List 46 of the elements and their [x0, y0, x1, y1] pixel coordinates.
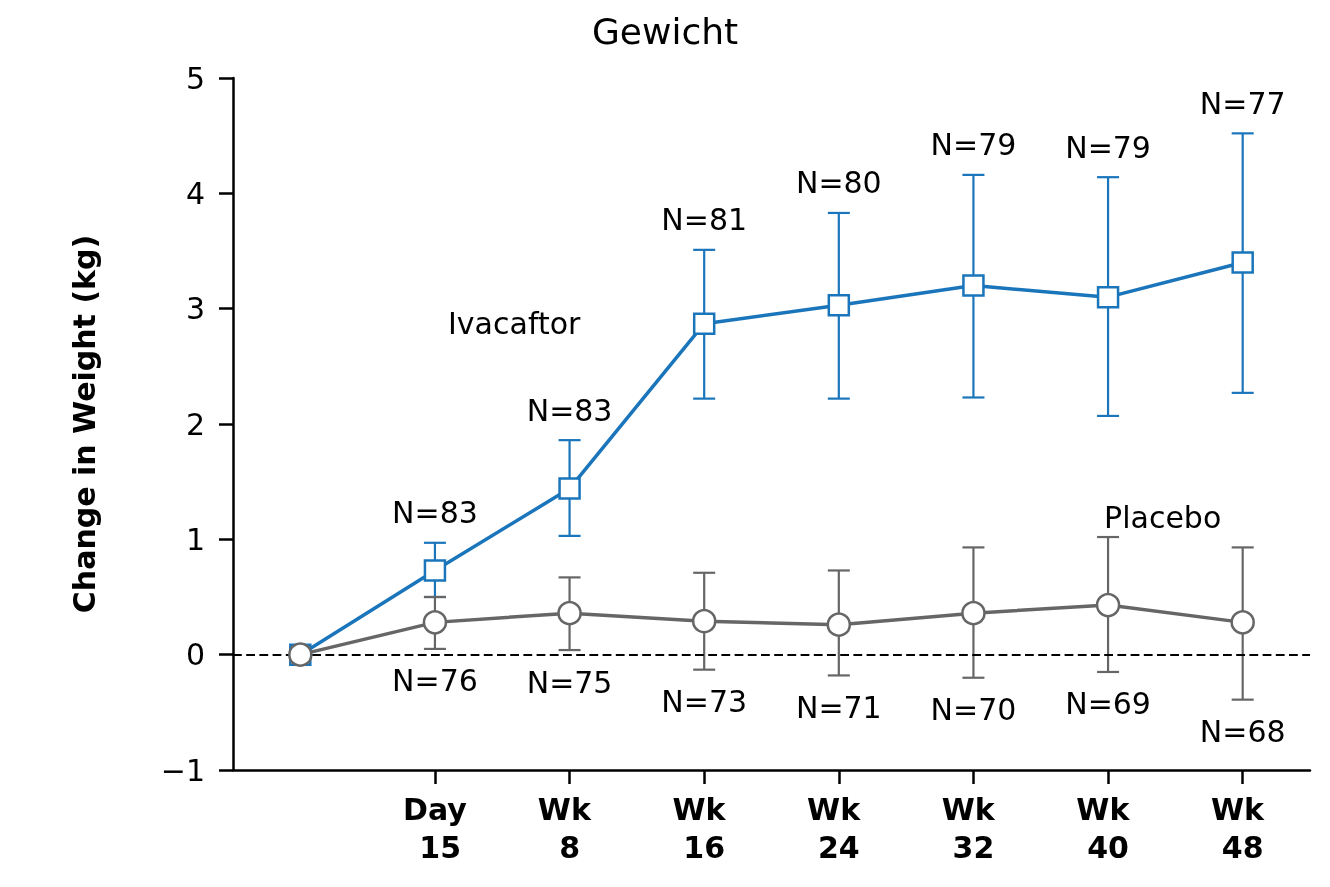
point	[962, 274, 985, 297]
x-tick-label: Wk 32	[941, 791, 1006, 865]
y-tick-label: 4	[185, 175, 205, 211]
point	[961, 600, 986, 626]
y-tick-label: 5	[185, 60, 205, 96]
point	[1230, 610, 1255, 635]
annotation: N=71	[795, 689, 882, 725]
point	[423, 559, 447, 582]
point	[422, 610, 448, 635]
point	[1095, 592, 1121, 618]
annotation: N=80	[795, 165, 882, 201]
annotation: N=81	[661, 202, 748, 238]
series-label: Placebo	[1104, 499, 1222, 535]
annotation: N=76	[392, 663, 478, 699]
y-tick-label: 1	[185, 521, 205, 557]
chart-title: Gewicht	[591, 10, 739, 52]
x-tick-label: Wk 24	[807, 791, 871, 865]
y-axis-title: Change in Weight (kg)	[66, 234, 102, 614]
point	[691, 608, 717, 634]
annotation: N=79	[930, 127, 1017, 163]
point	[557, 600, 582, 626]
annotation: N=83	[526, 392, 613, 428]
text: Ivacaftor	[448, 306, 582, 342]
y-tick-label: 3	[185, 291, 205, 327]
annotation: N=70	[930, 692, 1017, 728]
x-tick-label: Day 15	[403, 791, 468, 865]
point	[558, 477, 581, 500]
annotation: N=77	[1199, 85, 1286, 121]
y-tick-label: 0	[185, 637, 205, 673]
y-tick-label: −1	[160, 752, 205, 788]
point	[692, 312, 716, 335]
x-tick-label: Wk 40	[1076, 791, 1140, 865]
x-tick-label: Wk 8	[537, 791, 602, 865]
point	[1096, 285, 1120, 309]
point	[1231, 251, 1254, 274]
point	[826, 612, 852, 637]
y-tick-label: 2	[185, 406, 205, 442]
annotation: N=75	[526, 664, 613, 700]
annotation: N=83	[392, 495, 478, 531]
x-tick-label: Wk 16	[672, 791, 736, 865]
annotation: N=79	[1065, 129, 1151, 165]
annotation: N=68	[1199, 714, 1286, 750]
annotation: N=69	[1065, 686, 1151, 722]
annotation: N=73	[661, 684, 748, 720]
x-tick-label: Wk 48	[1210, 791, 1275, 865]
point	[827, 293, 851, 317]
